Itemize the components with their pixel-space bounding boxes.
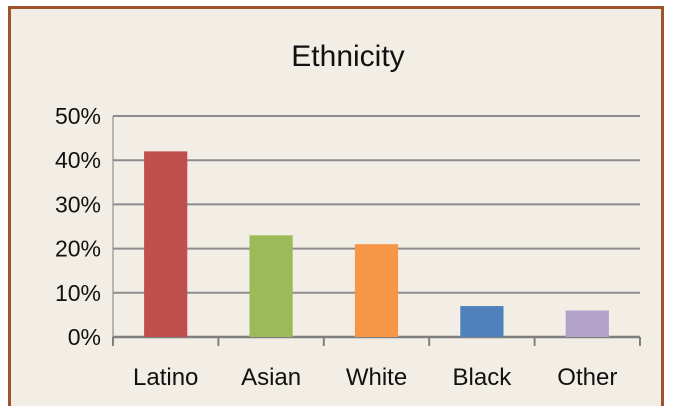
- x-axis-category-labels: Latino Asian White Black Other: [133, 364, 617, 391]
- bars: [144, 151, 609, 337]
- x-category-label: Latino: [133, 364, 198, 391]
- y-tick-label: 40%: [55, 147, 101, 173]
- y-tick-label: 20%: [55, 236, 101, 262]
- x-category-label: White: [346, 364, 407, 391]
- chart-frame: [8, 6, 664, 406]
- bar-latino: [144, 151, 188, 337]
- y-axis-tick-labels: 0% 10% 20% 30% 40% 50%: [55, 103, 101, 350]
- y-tick-label: 30%: [55, 191, 101, 217]
- chart-title: Ethnicity: [291, 40, 404, 73]
- x-category-label: Other: [557, 364, 617, 391]
- bar-white: [354, 244, 399, 337]
- y-tick-label: 0%: [68, 324, 101, 350]
- y-tick-label: 50%: [55, 103, 101, 129]
- bar-other: [565, 310, 609, 337]
- x-category-label: Black: [453, 364, 513, 391]
- bar-asian: [249, 235, 293, 337]
- x-category-label: Asian: [241, 364, 301, 391]
- bar-black: [460, 306, 504, 337]
- y-tick-label: 10%: [55, 280, 101, 306]
